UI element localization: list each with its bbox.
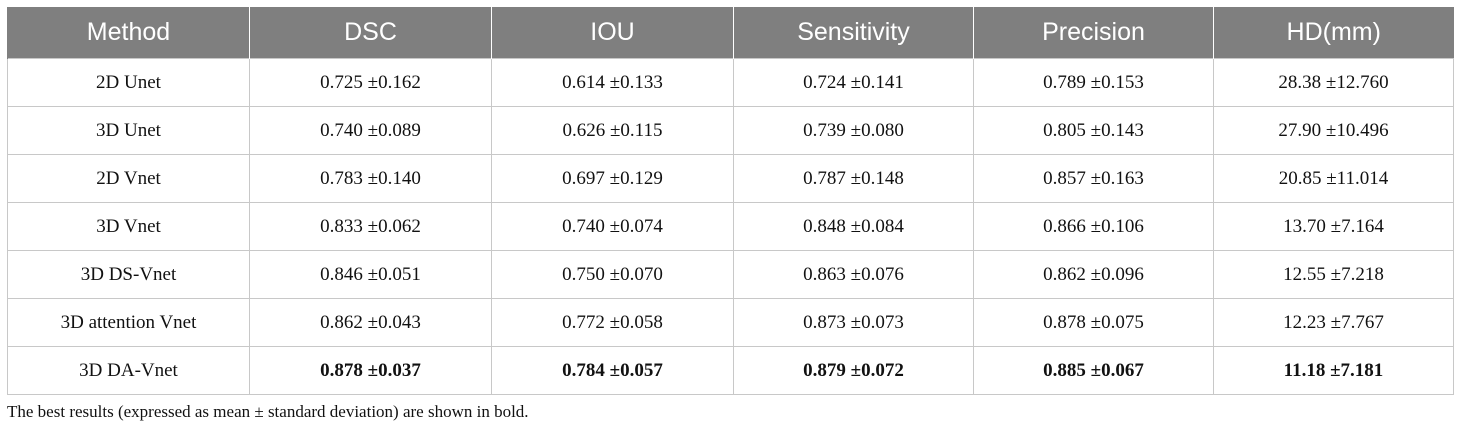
cell-method: 3D DS-Vnet — [7, 250, 250, 299]
cell-sensitivity: 0.879 ±0.072 — [733, 346, 974, 395]
cell-precision: 0.862 ±0.096 — [973, 250, 1214, 299]
table-row: 3D Vnet 0.833 ±0.062 0.740 ±0.074 0.848 … — [7, 202, 1454, 251]
cell-precision: 0.805 ±0.143 — [973, 106, 1214, 155]
cell-hd: 27.90 ±10.496 — [1213, 106, 1454, 155]
cell-hd: 12.23 ±7.767 — [1213, 298, 1454, 347]
table-row: 2D Unet 0.725 ±0.162 0.614 ±0.133 0.724 … — [7, 58, 1454, 107]
cell-precision: 0.789 ±0.153 — [973, 58, 1214, 107]
table-row: 3D Unet 0.740 ±0.089 0.626 ±0.115 0.739 … — [7, 106, 1454, 155]
cell-hd: 12.55 ±7.218 — [1213, 250, 1454, 299]
cell-precision: 0.866 ±0.106 — [973, 202, 1214, 251]
table-row-best: 3D DA-Vnet 0.878 ±0.037 0.784 ±0.057 0.8… — [7, 346, 1454, 395]
results-table: Method DSC IOU Sensitivity Precision HD(… — [7, 7, 1454, 395]
cell-method: 3D attention Vnet — [7, 298, 250, 347]
cell-precision: 0.878 ±0.075 — [973, 298, 1214, 347]
cell-iou: 0.626 ±0.115 — [491, 106, 734, 155]
table-footnote: The best results (expressed as mean ± st… — [7, 402, 529, 421]
cell-precision: 0.857 ±0.163 — [973, 154, 1214, 203]
header-method: Method — [7, 7, 250, 59]
header-dsc: DSC — [249, 7, 492, 59]
cell-iou: 0.750 ±0.070 — [491, 250, 734, 299]
header-sensitivity: Sensitivity — [733, 7, 974, 59]
table-row: 3D attention Vnet 0.862 ±0.043 0.772 ±0.… — [7, 298, 1454, 347]
cell-sensitivity: 0.739 ±0.080 — [733, 106, 974, 155]
cell-method: 3D Vnet — [7, 202, 250, 251]
cell-iou: 0.614 ±0.133 — [491, 58, 734, 107]
cell-sensitivity: 0.848 ±0.084 — [733, 202, 974, 251]
cell-sensitivity: 0.873 ±0.073 — [733, 298, 974, 347]
cell-dsc: 0.783 ±0.140 — [249, 154, 492, 203]
table-header-row: Method DSC IOU Sensitivity Precision HD(… — [7, 7, 1454, 59]
cell-sensitivity: 0.863 ±0.076 — [733, 250, 974, 299]
cell-method: 3D Unet — [7, 106, 250, 155]
cell-sensitivity: 0.724 ±0.141 — [733, 58, 974, 107]
cell-dsc: 0.846 ±0.051 — [249, 250, 492, 299]
cell-hd: 28.38 ±12.760 — [1213, 58, 1454, 107]
cell-iou: 0.740 ±0.074 — [491, 202, 734, 251]
cell-sensitivity: 0.787 ±0.148 — [733, 154, 974, 203]
cell-dsc: 0.833 ±0.062 — [249, 202, 492, 251]
header-precision: Precision — [973, 7, 1214, 59]
cell-hd: 20.85 ±11.014 — [1213, 154, 1454, 203]
results-table-container: Method DSC IOU Sensitivity Precision HD(… — [7, 7, 1454, 395]
header-iou: IOU — [491, 7, 734, 59]
cell-method: 2D Unet — [7, 58, 250, 107]
cell-hd: 13.70 ±7.164 — [1213, 202, 1454, 251]
cell-iou: 0.772 ±0.058 — [491, 298, 734, 347]
cell-iou: 0.697 ±0.129 — [491, 154, 734, 203]
table-row: 2D Vnet 0.783 ±0.140 0.697 ±0.129 0.787 … — [7, 154, 1454, 203]
cell-dsc: 0.725 ±0.162 — [249, 58, 492, 107]
cell-dsc: 0.862 ±0.043 — [249, 298, 492, 347]
cell-method: 3D DA-Vnet — [7, 346, 250, 395]
header-hd: HD(mm) — [1213, 7, 1454, 59]
cell-hd: 11.18 ±7.181 — [1213, 346, 1454, 395]
cell-method: 2D Vnet — [7, 154, 250, 203]
cell-dsc: 0.740 ±0.089 — [249, 106, 492, 155]
table-row: 3D DS-Vnet 0.846 ±0.051 0.750 ±0.070 0.8… — [7, 250, 1454, 299]
cell-precision: 0.885 ±0.067 — [973, 346, 1214, 395]
cell-iou: 0.784 ±0.057 — [491, 346, 734, 395]
cell-dsc: 0.878 ±0.037 — [249, 346, 492, 395]
